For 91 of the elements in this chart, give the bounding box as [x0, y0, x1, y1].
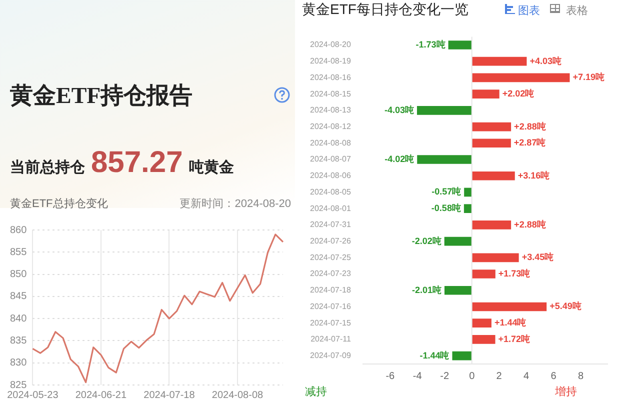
data-label: +7.19吨	[572, 72, 605, 82]
data-label: +2.88吨	[514, 121, 546, 132]
bar	[417, 155, 472, 164]
data-label: +1.72吨	[498, 334, 530, 344]
x-tick-label: 6	[550, 370, 557, 382]
y-tick-label: 850	[10, 269, 28, 280]
chart-title: 黄金ETF每日持仓变化一览	[302, 1, 468, 19]
y-tick-label: 2024-08-19	[310, 56, 352, 66]
data-label: -1.73吨	[416, 39, 446, 50]
y-tick-label: 2024-07-25	[310, 252, 352, 262]
y-tick-label: 840	[10, 313, 28, 324]
data-label: +4.03吨	[530, 56, 562, 66]
bar	[416, 106, 472, 115]
y-tick-label: 825	[10, 380, 28, 391]
bar	[472, 138, 511, 148]
data-label: +2.88吨	[514, 219, 546, 230]
data-label: -2.02吨	[412, 236, 442, 246]
y-tick-label: 2024-07-09	[310, 351, 352, 360]
y-tick-label: 2024-07-18	[310, 286, 352, 295]
y-tick-label: 2024-07-26	[310, 236, 352, 246]
x-tick-label: -4	[412, 370, 422, 382]
y-tick-label: 860	[10, 224, 28, 236]
bar	[472, 318, 492, 328]
data-label: -0.57吨	[432, 186, 462, 197]
y-tick-label: 835	[10, 335, 28, 346]
bar	[452, 351, 472, 360]
data-label: +5.49吨	[550, 301, 582, 312]
data-label: -4.03吨	[384, 104, 414, 115]
y-tick-label: 2024-08-01	[310, 204, 352, 213]
y-tick-label: 830	[10, 358, 28, 369]
data-label: +3.45吨	[522, 252, 554, 262]
bar	[472, 220, 512, 230]
x-tick-label: 0	[469, 370, 476, 382]
text: 图表	[518, 4, 540, 18]
x-tick-label: -6	[386, 370, 396, 382]
y-tick-label: 2024-07-15	[310, 318, 352, 328]
y-tick-label: 2024-08-13	[310, 106, 352, 115]
y-tick-label: 2024-07-16	[310, 302, 352, 311]
text: 857.27	[91, 146, 183, 180]
x-tick-label: 2	[496, 370, 502, 382]
text: 减持	[305, 385, 327, 399]
bar	[472, 56, 527, 66]
data-label: +3.16吨	[518, 170, 550, 180]
y-tick-label: 855	[10, 246, 28, 258]
y-tick-label: 2024-08-07	[310, 154, 352, 164]
y-tick-label: 2024-07-11	[310, 334, 352, 344]
data-label: -2.01吨	[412, 284, 442, 295]
y-tick-label: 2024-08-16	[310, 72, 352, 82]
data-label: +1.44吨	[494, 318, 526, 328]
bar	[472, 253, 519, 262]
x-tick-label: 4	[524, 370, 530, 382]
bar	[472, 90, 500, 98]
bar	[472, 335, 496, 344]
text: 当前总持仓	[10, 158, 85, 177]
text: 更新时间：2024-08-20	[180, 196, 291, 211]
bar	[444, 236, 472, 246]
x-tick-label: 2024-05-23	[7, 390, 59, 401]
x-tick-label: 8	[578, 370, 584, 382]
y-tick-label: 2024-08-12	[310, 122, 352, 131]
y-tick-label: 2024-08-15	[310, 89, 352, 98]
y-tick-label: 2024-08-20	[310, 40, 352, 50]
data-label: +2.87吨	[514, 138, 546, 148]
data-label: -0.58吨	[431, 203, 461, 214]
bar	[464, 188, 472, 197]
x-tick-label: 2024-06-21	[75, 390, 127, 401]
bar	[472, 73, 570, 82]
bar	[444, 286, 472, 295]
chart-title: 黄金ETF总持仓变化	[10, 196, 108, 211]
y-tick-label: 2024-08-08	[310, 138, 352, 148]
bar	[448, 40, 472, 50]
bar	[464, 204, 472, 213]
text: 表格	[566, 4, 588, 18]
x-tick-label: 2024-08-08	[212, 390, 264, 401]
bar	[472, 122, 512, 132]
bar	[472, 302, 547, 312]
text: 吨黄金	[188, 158, 234, 177]
text: 增持	[555, 385, 577, 399]
x-tick-label: -2	[440, 370, 450, 382]
y-tick-label: 2024-08-06	[310, 171, 352, 180]
data-label: +2.02吨	[502, 88, 534, 99]
y-tick-label: 2024-07-31	[310, 220, 352, 230]
x-tick-label: 2024-07-18	[144, 390, 196, 401]
y-tick-label: 2024-07-23	[310, 269, 352, 278]
data-label: +1.73吨	[498, 268, 530, 279]
y-tick-label: 845	[10, 291, 28, 302]
bar	[472, 171, 515, 180]
text: 黄金ETF持仓报告	[10, 82, 193, 110]
data-label: -1.44吨	[420, 350, 450, 360]
bar	[472, 270, 496, 278]
y-tick-label: 2024-08-05	[310, 187, 352, 196]
data-label: -4.02吨	[384, 154, 414, 164]
